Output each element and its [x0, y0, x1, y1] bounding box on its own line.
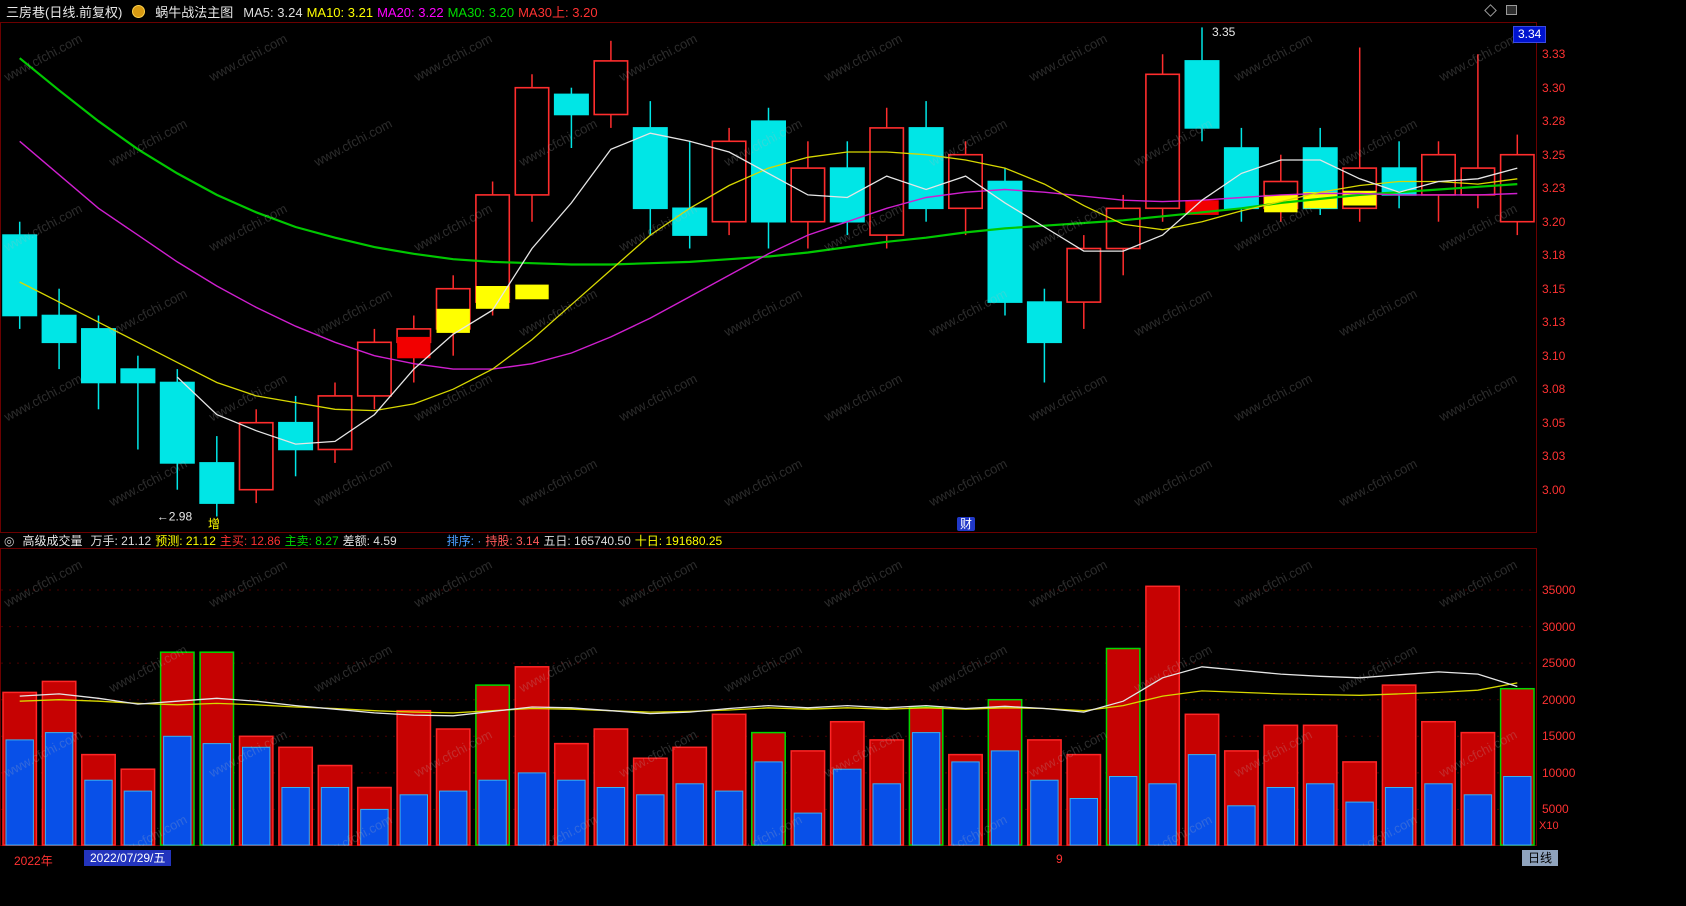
volume-axis-label: 5000 [1542, 802, 1569, 816]
candlestick-canvas[interactable]: 3.35 ←2.98 [0, 22, 1537, 533]
volume-pane: www.cfchi.com www.cfchi.com www.cfchi.com w… [0, 548, 1537, 846]
price-axis-label: 3.08 [1542, 382, 1566, 396]
volume-axis-label: 10000 [1542, 766, 1576, 780]
volume-axis-label: 20000 [1542, 693, 1576, 707]
window-controls [1484, 3, 1517, 17]
volume-stat: 十日: 191680.25 [634, 534, 723, 548]
volume-stat: 主卖: 8.27 [284, 534, 339, 548]
volume-stat: 主买: 12.86 [219, 534, 281, 548]
price-axis-label: 3.00 [1542, 483, 1566, 497]
price-axis-label: 3.15 [1542, 282, 1566, 296]
stock-title: 三房巷(日线.前复权) [6, 4, 123, 20]
price-axis-label: 3.18 [1542, 248, 1566, 262]
price-axis: 3.34 3.33 3.30 3.28 3.25 3.23 3.20 3.18 3.15 3.1… [1513, 22, 1686, 533]
volume-axis-label: 30000 [1542, 620, 1576, 634]
price-axis-label: 3.25 [1542, 148, 1566, 162]
price-axis-label: 3.13 [1542, 315, 1566, 329]
price-axis-label: 3.03 [1542, 449, 1566, 463]
month-label: 9 [1056, 852, 1063, 866]
volume-canvas[interactable] [0, 548, 1537, 846]
volume-stat: 持股: 3.14 [485, 534, 540, 548]
main-chart-header: 三房巷(日线.前复权) 蜗牛战法主图 MA5: 3.24 MA10: 3.21 MA… [0, 0, 1686, 22]
current-price-tag: 3.34 [1513, 26, 1547, 43]
window-restore-icon[interactable] [1506, 5, 1517, 15]
indicator-name[interactable]: 蜗牛战法主图 [155, 4, 234, 20]
indicator-logo-icon [132, 4, 146, 18]
ma-label: MA10: 3.21 [306, 4, 374, 20]
volume-stat: 万手: 21.12 [90, 534, 152, 548]
price-axis-label: 3.10 [1542, 349, 1566, 363]
ma-label: MA5: 3.24 [243, 4, 303, 20]
ma-label: MA20: 3.22 [377, 4, 444, 20]
price-axis-label: 3.28 [1542, 114, 1566, 128]
volume-axis-label: 15000 [1542, 729, 1576, 743]
event-marks-layer: 增财 [0, 22, 1537, 533]
year-label: 2022年 [14, 854, 53, 868]
current-date-box: 2022/07/29/五 [84, 850, 172, 866]
ma-label: MA30: 3.20 [447, 4, 515, 20]
volume-stat: 差额: 4.59 [342, 534, 397, 548]
volume-stat: 五日: 165740.50 [543, 534, 631, 548]
volume-stats-secondary: 排序: · 持股: 3.14 五日: 165740.50 十日: 191680.25 [447, 532, 727, 549]
diamond-icon[interactable] [1484, 3, 1497, 17]
volume-stat: 排序: · [446, 534, 482, 548]
main-chart-pane: 3.35 ←2.98 www.cfchi.com www.cfchi.com www.… [0, 22, 1537, 533]
event-mark[interactable]: 增 [208, 517, 221, 531]
indicator-circle-icon: ◎ [4, 533, 15, 548]
volume-stat: 预测: 21.12 [155, 534, 216, 548]
volume-header: ◎ 高级成交量 万手: 21.12 预测: 21.12 主买: 12.86 主卖: 8… [0, 532, 1537, 549]
price-axis-label: 3.30 [1542, 81, 1566, 95]
svg-text:←2.98: ←2.98 [157, 510, 193, 524]
volume-axis: X10 35000 30000 25000 20000 15000 10000 5000 [1537, 548, 1686, 846]
period-selector[interactable]: 日线 [1522, 850, 1559, 866]
volume-axis-label: 35000 [1542, 583, 1576, 597]
price-axis-label: 3.33 [1542, 47, 1566, 61]
ma-label: MA30上: 3.20 [518, 4, 598, 20]
volume-scale-note: X10 [1539, 820, 1559, 832]
volume-axis-label: 25000 [1542, 656, 1576, 670]
svg-text:3.35: 3.35 [1212, 25, 1236, 39]
event-mark[interactable]: 财 [957, 517, 976, 531]
price-axis-label: 3.05 [1542, 416, 1566, 430]
volume-indicator-name[interactable]: 高级成交量 [22, 534, 83, 548]
volume-stats: 万手: 21.12 预测: 21.12 主买: 12.86 主卖: 8.27 差额: 4… [91, 532, 401, 549]
ma-labels: MA5: 3.24 MA10: 3.21 MA20: 3.22 MA30: 3.20 M… [243, 2, 601, 21]
price-axis-label: 3.20 [1542, 215, 1566, 229]
timeline-bar: 2022年 2022/07/29/五 9 日线 [0, 846, 1686, 872]
price-axis-label: 3.23 [1542, 181, 1566, 195]
